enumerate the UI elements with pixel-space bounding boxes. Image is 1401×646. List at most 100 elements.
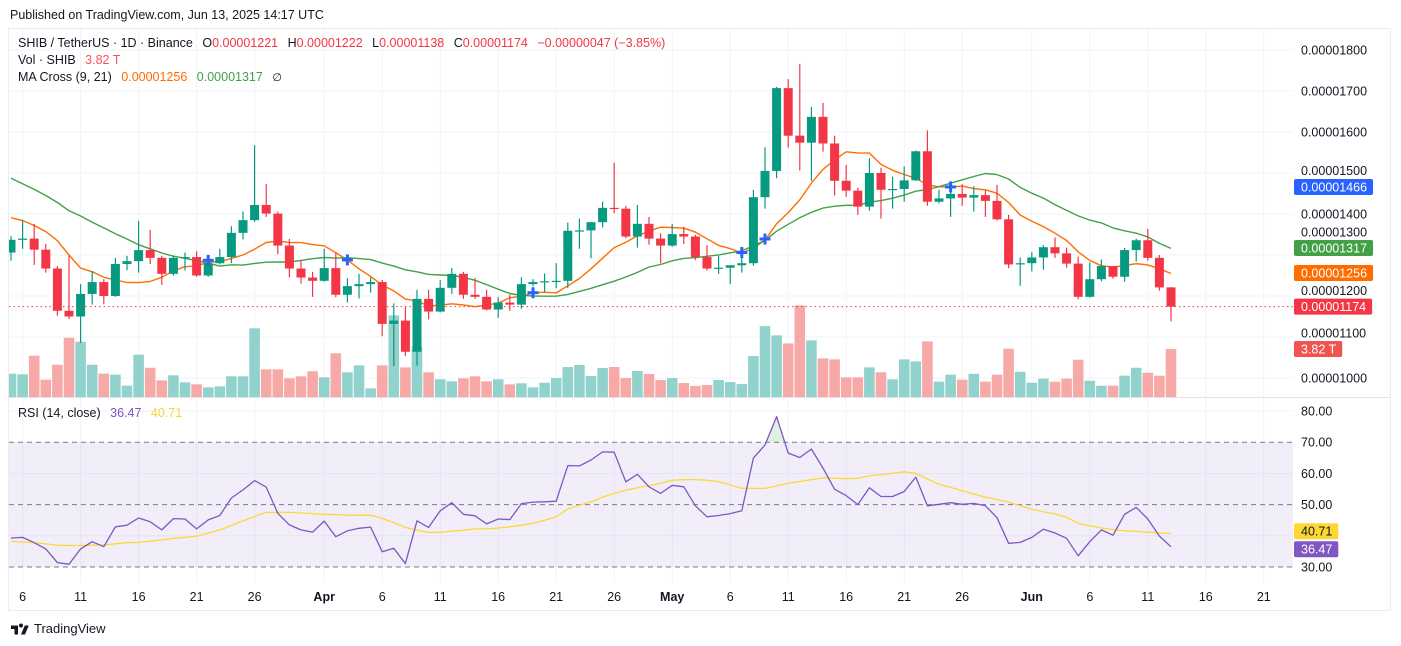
- volume-bar: [748, 356, 759, 397]
- volume-bar: [1084, 380, 1096, 397]
- volume-bar: [666, 378, 678, 397]
- candle: [1050, 237, 1060, 258]
- candle: [250, 145, 260, 222]
- candle-body: [261, 204, 271, 214]
- candle: [342, 278, 352, 303]
- high-key: H: [287, 36, 297, 50]
- open-key: O: [202, 36, 213, 50]
- volume-bar: [17, 374, 28, 397]
- candle-body: [284, 245, 294, 269]
- candle: [435, 280, 445, 313]
- candle: [783, 79, 793, 148]
- candle-body: [934, 198, 944, 202]
- candle: [331, 252, 341, 298]
- volume-bar: [980, 381, 991, 397]
- candle: [563, 222, 573, 289]
- ma-cross-value-badge: 0.00001466: [1294, 178, 1374, 195]
- volume-bar: [330, 353, 342, 397]
- volume-bar: [40, 379, 52, 397]
- rsi-axis-label: 30.00: [1301, 561, 1332, 575]
- volume-bar: [458, 378, 469, 397]
- volume-bar: [713, 380, 724, 397]
- candle: [87, 270, 97, 305]
- volume-bar: [620, 378, 632, 397]
- candle-body: [470, 294, 480, 297]
- candle-body: [1050, 247, 1060, 254]
- volume-bar: [597, 368, 608, 397]
- ma-cross-marker-v: [740, 247, 744, 259]
- candle: [609, 162, 619, 214]
- volume-bar: [376, 365, 388, 397]
- candle-body: [679, 234, 689, 237]
- tradingview-brand-link[interactable]: TradingView: [10, 621, 106, 636]
- candle-body: [1085, 279, 1095, 297]
- candle-body: [250, 204, 260, 221]
- candle: [864, 158, 874, 211]
- volume-bar: [771, 335, 782, 397]
- main-pane: [9, 63, 1177, 397]
- candle-body: [99, 282, 109, 296]
- candle: [1004, 214, 1014, 269]
- ma-cross-marker-v: [345, 254, 349, 266]
- candle-body: [1166, 287, 1176, 307]
- volume-bar: [260, 369, 272, 397]
- symbol-title: SHIB / TetherUS · 1D · Binance: [18, 36, 193, 50]
- candle-body: [41, 249, 51, 269]
- candle-body: [1131, 240, 1141, 251]
- volume-bar: [272, 369, 284, 397]
- open-value: 0.00001221: [212, 36, 279, 50]
- volume-bar: [956, 379, 968, 397]
- volume-bar: [237, 376, 249, 397]
- candle: [818, 102, 828, 152]
- price-axis-label: 0.00001100: [1301, 327, 1366, 341]
- volume-label: Vol · SHIB: [18, 53, 76, 67]
- time-axis-label: 21: [897, 590, 911, 604]
- price-axis: 0.00001800 0.00001700 0.00001600 0.00001500…: [1301, 44, 1367, 386]
- time-axis-label: 26: [607, 590, 621, 604]
- volume-bar: [527, 387, 539, 397]
- volume-bar: [504, 384, 516, 397]
- volume-bar: [562, 366, 574, 397]
- ma-cross-marker: [341, 254, 353, 266]
- candle: [9, 236, 16, 261]
- candle-body: [308, 277, 318, 281]
- candle-body: [64, 310, 74, 317]
- candle-body: [1096, 266, 1106, 280]
- volume-bar: [991, 374, 1003, 397]
- volume-bar: [1026, 382, 1038, 397]
- price-axis-label: 0.00001700: [1301, 85, 1367, 99]
- volume-bar: [423, 372, 434, 397]
- candle: [41, 243, 51, 273]
- candle-body: [1154, 257, 1164, 288]
- volume-bar: [945, 374, 956, 397]
- time-axis-label: 21: [190, 590, 204, 604]
- candle: [516, 277, 526, 309]
- candle: [400, 307, 410, 356]
- ma-cross-marker: [736, 247, 748, 259]
- candle: [1120, 248, 1130, 282]
- time-axis-label: 21: [549, 590, 563, 604]
- candle-body: [748, 197, 758, 264]
- candle: [760, 147, 770, 209]
- volume-bar: [1003, 348, 1014, 397]
- candle-body: [795, 135, 805, 143]
- price-axis-label: 0.00001600: [1301, 126, 1367, 140]
- candle-body: [899, 180, 909, 189]
- candle: [319, 248, 329, 282]
- candle-body: [841, 180, 851, 191]
- candle-body: [714, 267, 724, 269]
- time-axis-month-label: May: [660, 590, 684, 604]
- rsi-ma-value-badge: 40.71: [1294, 523, 1339, 540]
- candle: [122, 255, 132, 271]
- volume-bar: [179, 382, 191, 397]
- candle: [644, 216, 654, 245]
- volume-value-badge-bg: [1294, 341, 1343, 358]
- rsi-axis: 80.00 70.00 60.00 50.00 30.00: [1301, 405, 1332, 575]
- tradingview-brand-text: TradingView: [34, 621, 106, 636]
- candle-body: [226, 232, 236, 258]
- volume-bar: [864, 367, 875, 397]
- volume-bar: [1061, 378, 1072, 397]
- volume-bar: [840, 377, 852, 397]
- candle-body: [377, 282, 387, 324]
- candle-body: [540, 281, 550, 283]
